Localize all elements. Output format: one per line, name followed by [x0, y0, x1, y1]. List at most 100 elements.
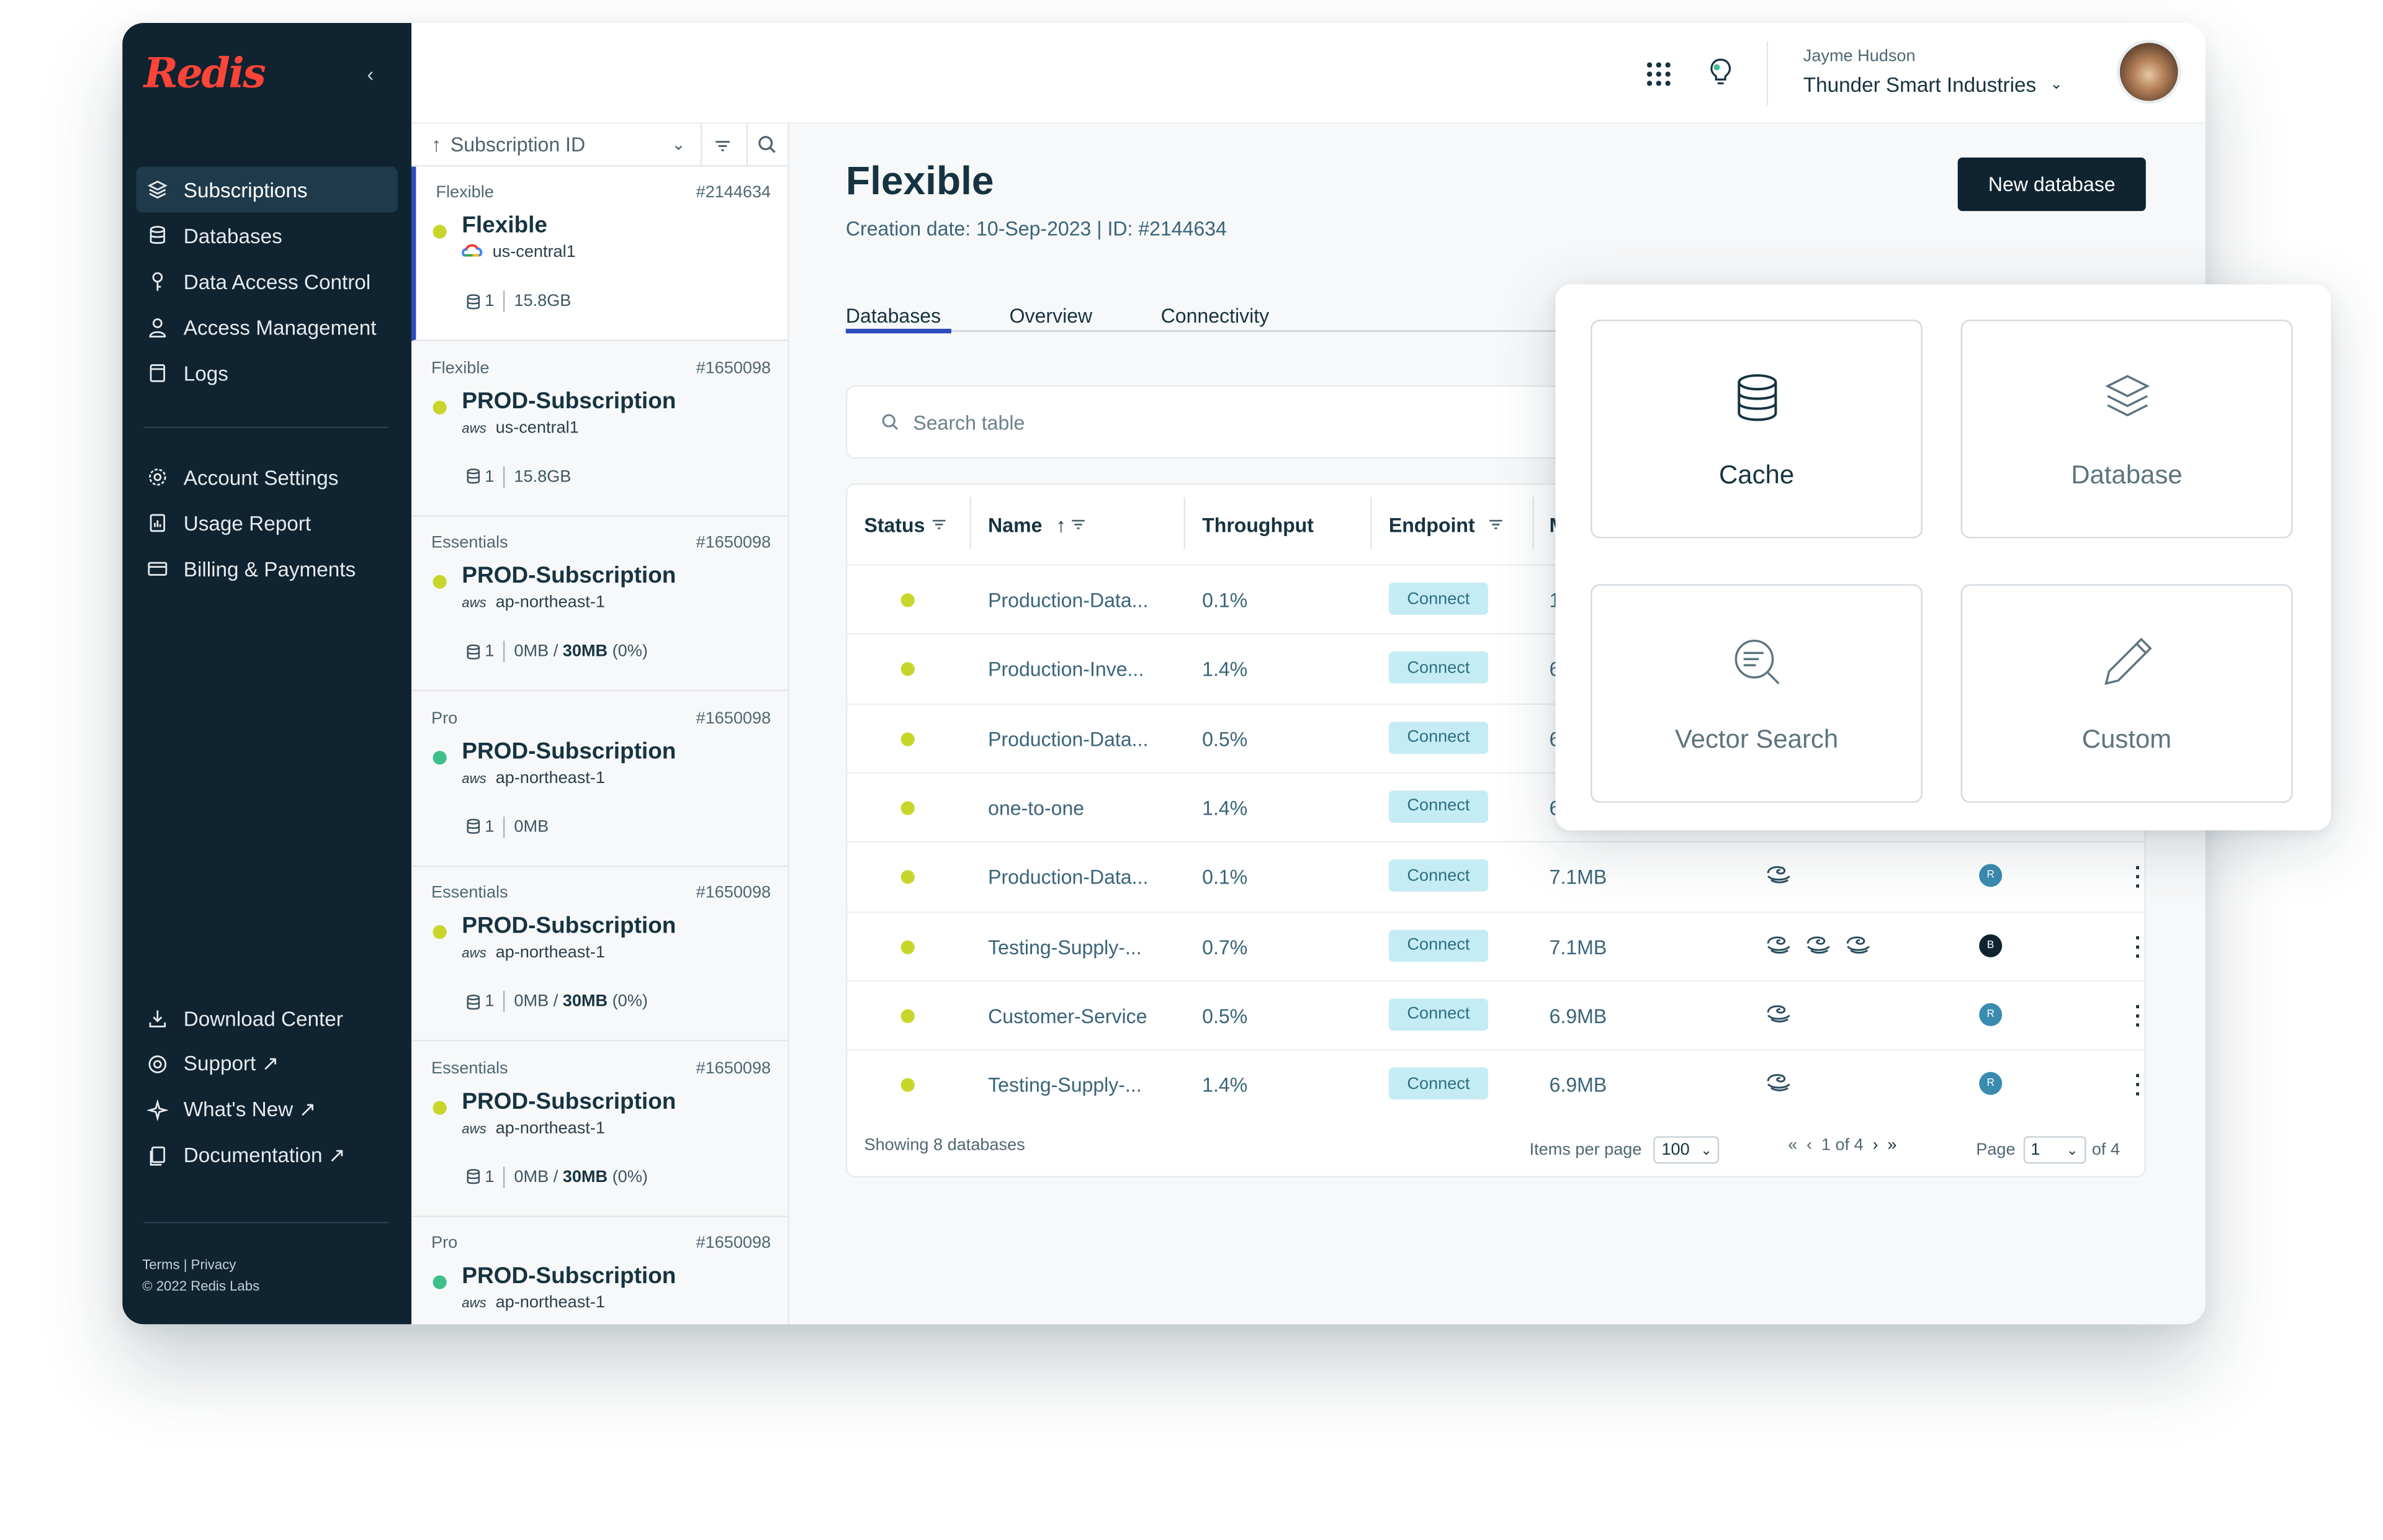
table-row[interactable]: Production-Data... 0.1% Connect 7.1MB R · · · — [847, 841, 2145, 910]
collapse-sidebar-button[interactable]: ‹ — [367, 63, 374, 86]
connect-button[interactable]: Connect — [1388, 998, 1489, 1031]
items-per-page-select[interactable]: 100 ⌄ — [1654, 1136, 1720, 1164]
kebab-menu-icon[interactable]: · · · — [2134, 855, 2142, 898]
subscription-name: PROD-Subscription — [462, 562, 676, 589]
avatar[interactable] — [2117, 40, 2181, 104]
sort-arrow-up-icon: ↑ — [431, 133, 442, 156]
sidebar-item-label: Databases — [183, 224, 282, 248]
column-header-status[interactable]: Status — [864, 514, 946, 537]
column-header-endpoint[interactable]: Endpoint — [1389, 514, 1504, 537]
pager-text: 1 of 4 — [1821, 1136, 1864, 1155]
option-cache[interactable]: Cache — [1591, 320, 1923, 539]
subscription-id: #1650098 — [696, 534, 771, 552]
first-page-icon[interactable]: « — [1788, 1136, 1798, 1155]
sidebar-item-support[interactable]: Support ↗ — [136, 1041, 397, 1087]
new-database-button[interactable]: New database — [1957, 157, 2146, 212]
user-menu[interactable]: Jayme Hudson Thunder Smart Industries ⌄ — [1803, 47, 2063, 96]
subscription-card[interactable]: Essentials #1650098 PROD-Subscription aws ap… — [411, 517, 788, 691]
sidebar-item-download-center[interactable]: Download Center — [136, 995, 397, 1041]
memory-value: 6.9MB — [1549, 1073, 1607, 1097]
filter-icon[interactable] — [1489, 514, 1504, 537]
sidebar-item-billing-payments[interactable]: Billing & Payments — [136, 546, 397, 592]
subscription-type: Pro — [431, 1233, 458, 1253]
throughput-value: 0.5% — [1202, 1004, 1248, 1027]
sidebar-item-usage-report[interactable]: Usage Report — [136, 500, 397, 546]
pencil-icon — [2104, 637, 2152, 686]
sidebar-item-access-management[interactable]: Access Management — [136, 304, 397, 350]
memory-value: 6.9MB — [1549, 1004, 1607, 1027]
subscription-id: #2144634 — [696, 183, 771, 202]
tab-connectivity[interactable]: Connectivity — [1160, 304, 1270, 328]
kebab-menu-icon[interactable]: · · · — [2134, 993, 2142, 1037]
filter-icon[interactable] — [931, 514, 946, 537]
sidebar-item-account-settings[interactable]: Account Settings — [136, 454, 397, 500]
connect-button[interactable]: Connect — [1388, 790, 1489, 823]
database-name[interactable]: Production-Data... — [988, 588, 1149, 612]
subscription-card[interactable]: Pro #1650098 PROD-Subscription aws ap-northe… — [411, 692, 788, 867]
tab-databases[interactable]: Databases — [845, 304, 941, 328]
next-page-icon[interactable]: › — [1872, 1136, 1878, 1155]
table-row[interactable]: Customer-Service 0.5% Connect 6.9MB R · · · — [847, 980, 2145, 1049]
subscription-sort-header[interactable]: ↑ Subscription ID ⌄ — [411, 123, 788, 167]
option-database[interactable]: Database — [1960, 320, 2293, 539]
table-row[interactable]: Testing-Supply-... 1.4% Connect 6.9MB R · · · — [847, 1049, 2145, 1118]
connect-button[interactable]: Connect — [1388, 859, 1489, 892]
sidebar-item-documentation[interactable]: Documentation ↗ — [136, 1133, 397, 1179]
option-vector-search[interactable]: Vector Search — [1591, 584, 1923, 803]
database-name[interactable]: Production-Data... — [988, 866, 1149, 889]
sidebar-item-label: Billing & Payments — [183, 557, 356, 581]
filter-icon[interactable] — [1070, 514, 1086, 537]
sidebar-item-data-access-control[interactable]: Data Access Control — [136, 259, 397, 305]
subscription-card[interactable]: Flexible #2144634 Flexible us-central1 1 15.8… — [411, 166, 788, 341]
log-icon — [147, 362, 169, 384]
chevron-down-icon[interactable]: ⌄ — [671, 136, 686, 154]
last-page-icon[interactable]: » — [1887, 1136, 1897, 1155]
database-name[interactable]: Production-Data... — [988, 727, 1149, 751]
subscription-card[interactable]: Flexible #1650098 PROD-Subscription aws us-c… — [411, 341, 788, 516]
database-name[interactable]: Production-Inve... — [988, 658, 1144, 681]
search-table-input[interactable]: Search table — [845, 385, 1580, 459]
sidebar-item-label: Usage Report — [183, 511, 312, 535]
sort-arrow-up-icon[interactable]: ↑ — [1056, 514, 1066, 537]
connect-button[interactable]: Connect — [1388, 1067, 1489, 1100]
terms-privacy-links[interactable]: Terms | Privacy — [142, 1256, 236, 1273]
docs-icon — [147, 1145, 169, 1167]
modules — [1765, 1001, 1792, 1023]
connect-button[interactable]: Connect — [1388, 651, 1489, 684]
database-name[interactable]: Testing-Supply-... — [988, 1073, 1142, 1097]
database-name[interactable]: Testing-Supply-... — [988, 935, 1142, 959]
subscription-card[interactable]: Pro #1650098 PROD-Subscription aws ap-northe… — [411, 1217, 788, 1325]
connect-button[interactable]: Connect — [1388, 583, 1489, 615]
kebab-menu-icon[interactable]: · · · — [2134, 924, 2142, 967]
page-select[interactable]: 1 ⌄ — [2022, 1136, 2086, 1164]
subscription-card[interactable]: Essentials #1650098 PROD-Subscription aws ap… — [411, 867, 788, 1042]
subscription-card[interactable]: Essentials #1650098 PROD-Subscription aws ap… — [411, 1042, 788, 1217]
sidebar-item-databases[interactable]: Databases — [136, 213, 397, 259]
filter-icon[interactable] — [714, 136, 731, 159]
subscription-name: PROD-Subscription — [462, 1088, 676, 1114]
page-title: Flexible — [845, 157, 994, 204]
prev-page-icon[interactable]: ‹ — [1806, 1136, 1813, 1155]
column-header-throughput[interactable]: Throughput — [1202, 514, 1314, 537]
database-name[interactable]: one-to-one — [988, 796, 1085, 820]
aws-icon: aws — [462, 419, 487, 436]
apps-grid-icon[interactable] — [1646, 61, 1672, 87]
tab-overview[interactable]: Overview — [1009, 304, 1093, 328]
column-header-name[interactable]: Name ↑ — [988, 514, 1086, 537]
database-name[interactable]: Customer-Service — [988, 1004, 1147, 1027]
option-custom[interactable]: Custom — [1960, 584, 2293, 803]
sidebar-item-logs[interactable]: Logs — [136, 350, 397, 396]
search-icon[interactable] — [757, 135, 777, 159]
memory-value: 7.1MB — [1549, 866, 1607, 889]
sidebar-item-whats-new[interactable]: What's New ↗ — [136, 1087, 397, 1133]
kebab-menu-icon[interactable]: · · · — [2134, 1063, 2142, 1106]
connect-button[interactable]: Connect — [1388, 721, 1489, 754]
table-row[interactable]: Testing-Supply-... 0.7% Connect 7.1MB B · · · — [847, 910, 2145, 980]
status-dot — [900, 662, 915, 677]
lightbulb-icon[interactable] — [1707, 56, 1734, 87]
connect-button[interactable]: Connect — [1388, 929, 1489, 962]
sidebar-item-subscriptions[interactable]: Subscriptions — [136, 166, 398, 213]
